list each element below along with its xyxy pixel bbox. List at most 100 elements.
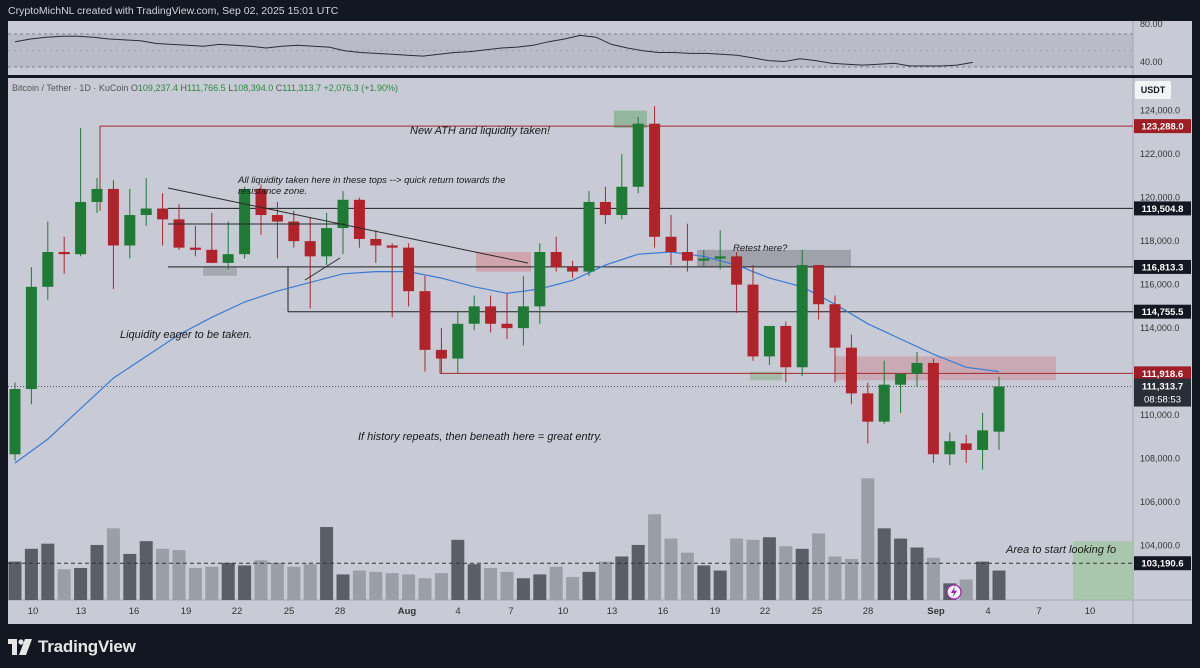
volume-bar: [402, 574, 416, 600]
candle: [370, 230, 382, 263]
volume-bar: [221, 562, 235, 600]
candle-body: [468, 306, 480, 324]
candle: [829, 295, 841, 383]
candle-body: [993, 386, 1005, 432]
candle-body: [534, 252, 546, 307]
candle-body: [665, 236, 677, 252]
candle: [698, 249, 710, 268]
price-badge-bg: [1134, 259, 1191, 274]
volume-bar: [74, 568, 88, 600]
candle-body: [616, 186, 628, 216]
time-tick-label: 19: [181, 606, 192, 617]
candle-body: [763, 325, 775, 357]
high-value: 111,766.5: [186, 83, 226, 93]
price-tick-label: 120,000.0: [1140, 193, 1180, 203]
candle-body: [960, 443, 972, 450]
volume-bar: [467, 564, 481, 600]
candle: [665, 215, 677, 266]
volume-bar: [418, 578, 432, 600]
time-tick-label: 25: [284, 606, 295, 617]
candle-body: [42, 252, 54, 287]
candle-body: [75, 201, 87, 255]
candle-body: [796, 265, 808, 368]
candle-body: [681, 252, 693, 261]
candle-body: [583, 201, 595, 272]
candle: [419, 275, 431, 372]
annotation-liquidity-taken-line2: resistance zone.: [238, 186, 307, 197]
volume-bar: [369, 571, 383, 600]
candle-body: [567, 267, 579, 272]
candle-body: [271, 215, 283, 222]
candle: [337, 191, 349, 255]
time-tick-label: 16: [658, 606, 669, 617]
candle: [780, 321, 792, 383]
price-badge-bg: [1134, 119, 1191, 134]
candle: [173, 204, 185, 250]
price-badge: 116,813.3: [1134, 259, 1191, 274]
candle-body: [353, 199, 365, 239]
candle: [763, 325, 775, 366]
volume-bar: [779, 546, 793, 600]
candle: [353, 197, 365, 248]
volume-bar: [582, 571, 596, 600]
candle: [9, 382, 21, 461]
volume-bar: [648, 514, 662, 600]
candle: [583, 191, 595, 276]
volume-bar: [270, 562, 284, 600]
short-trendline: [304, 257, 341, 281]
low-label: L: [228, 83, 234, 93]
candle-body: [189, 247, 201, 250]
lightning-icon[interactable]: [946, 584, 962, 600]
time-tick-label: 10: [1085, 606, 1096, 617]
candle-body: [895, 373, 907, 385]
volume-bar: [336, 574, 350, 600]
volume-bar: [8, 561, 22, 600]
low-value: 108,394.0: [233, 83, 274, 93]
candle: [944, 432, 956, 466]
candle-body: [698, 258, 710, 261]
candle-body: [288, 221, 300, 242]
candle: [403, 243, 415, 307]
volume-bar: [254, 560, 268, 600]
volume-bar: [598, 561, 612, 600]
candle: [124, 188, 136, 259]
volume-bar: [976, 561, 990, 600]
currency-button[interactable]: USDT: [1134, 80, 1172, 100]
candle-body: [649, 123, 661, 237]
volume-bar: [205, 566, 219, 600]
price-badge: 114,755.5: [1134, 304, 1191, 319]
candle-body: [747, 284, 759, 357]
candle-body: [780, 325, 792, 368]
price-badge: 123,288.0: [1134, 119, 1191, 134]
candle: [878, 360, 890, 424]
time-tick-label: 7: [508, 606, 513, 617]
candle: [42, 221, 54, 300]
symbol-title: Bitcoin / Tether · 1D · KuCoin: [12, 83, 129, 93]
candle: [895, 373, 907, 413]
price-badge-text: 103,190.6: [1141, 559, 1183, 570]
candle: [993, 376, 1005, 451]
tradingview-logo[interactable]: TradingView: [8, 636, 136, 658]
rsi-tick-80: 80.00: [1140, 19, 1163, 29]
volume-bar: [746, 539, 760, 600]
volume-bar: [434, 573, 448, 600]
volume-bar: [615, 556, 629, 600]
volume-bar: [795, 548, 809, 600]
candle-body: [321, 228, 333, 257]
last-price-text: 111,313.7: [1142, 382, 1183, 393]
candle: [517, 275, 529, 346]
price-badge: 119,504.8: [1134, 201, 1191, 216]
annotation-liquidity-eager: Liquidity eager to be taken.: [120, 329, 252, 341]
high-label: H: [180, 83, 187, 93]
price-tick-label: 114,000.0: [1140, 323, 1179, 333]
candle: [927, 358, 939, 463]
snapshot-credit: CryptoMichNL created with TradingView.co…: [8, 5, 339, 17]
candle: [567, 260, 579, 279]
change-value: +2,076.3 (+1.90%): [323, 83, 399, 93]
candle-body: [862, 393, 874, 422]
price-tick-label: 122,000.0: [1140, 149, 1180, 159]
candle-body: [927, 362, 939, 455]
candle: [813, 265, 825, 320]
